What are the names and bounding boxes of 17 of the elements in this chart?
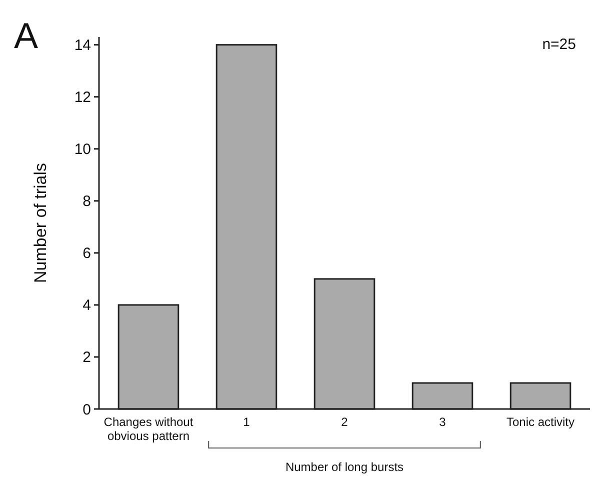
y-tick-label: 8 — [82, 193, 91, 210]
x-tick-label: 1 — [243, 415, 250, 429]
y-tick-label: 10 — [74, 141, 91, 158]
y-tick-label: 2 — [82, 349, 91, 366]
y-tick-label: 6 — [82, 245, 91, 262]
y-axis-title: Number of trials — [31, 163, 50, 283]
y-tick-label: 12 — [74, 89, 91, 106]
chart-title: A — [14, 15, 38, 56]
y-tick-label: 14 — [74, 37, 91, 54]
annotation: n=25 — [542, 36, 576, 53]
x-tick-label: Changes without obvious pattern — [104, 415, 194, 443]
x-tick-label: Tonic activity — [506, 415, 575, 429]
x-axis-title: Number of long bursts — [285, 460, 404, 474]
x-tick-label: 2 — [341, 415, 348, 429]
x-tick-label: 3 — [439, 415, 446, 429]
y-tick-label: 0 — [82, 401, 91, 418]
y-tick-label: 4 — [82, 297, 91, 314]
